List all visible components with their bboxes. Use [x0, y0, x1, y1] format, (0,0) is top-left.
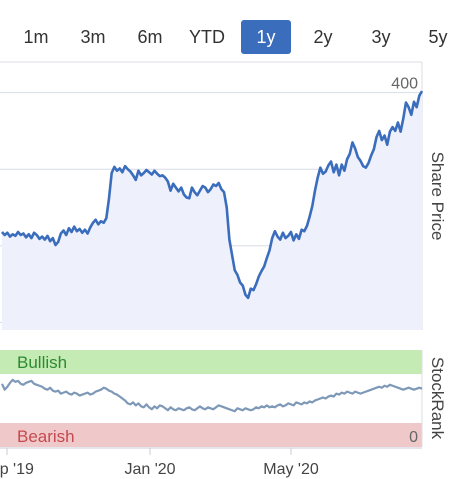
tab-1y[interactable]: 1y [241, 20, 291, 54]
bearish-band [0, 423, 422, 447]
price-tick-label: 400 [391, 76, 418, 93]
price-area-fill [2, 91, 422, 330]
tab-5y[interactable]: 5y [428, 27, 448, 47]
price-chart-panel: 100200300400Share Price [0, 61, 447, 330]
x-axis-tick-label: Sep '19 [0, 461, 34, 478]
x-axis-tick-label: May '20 [263, 461, 319, 478]
bullish-label: Bullish [17, 353, 67, 372]
bearish-label: Bearish [17, 427, 75, 446]
stockrank-axis-title: StockRank [428, 357, 447, 440]
tab-1m[interactable]: 1m [23, 27, 49, 47]
stockrank-series-line [0, 378, 423, 413]
time-range-tabs: 1m 3m 6m YTD 1y 2y 3y 5y [0, 20, 466, 54]
price-series-line [1, 90, 424, 300]
bullish-band [0, 350, 422, 374]
price-axis-title: Share Price [428, 152, 447, 241]
tab-ytd[interactable]: YTD [189, 27, 225, 47]
tab-6m[interactable]: 6m [137, 27, 163, 47]
x-axis: Sep '19 Jan '20 May '20 [0, 447, 422, 478]
stockrank-panel: Bullish Bearish 0 StockRank [0, 350, 447, 447]
tab-3m[interactable]: 3m [80, 27, 106, 47]
stockrank-tick-label: 0 [409, 429, 418, 446]
tab-3y[interactable]: 3y [371, 27, 391, 47]
tab-2y[interactable]: 2y [313, 27, 333, 47]
x-axis-tick-label: Jan '20 [124, 461, 175, 478]
